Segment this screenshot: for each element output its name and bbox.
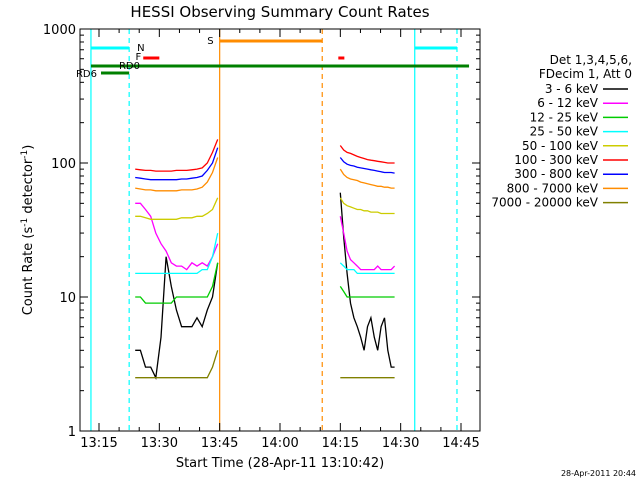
legend-header-1: Det 1,3,4,5,6, [550,53,632,67]
legend-entry-label: 6 - 12 keV [537,96,599,110]
series-line-8-seg1 [135,350,219,379]
y-tick-label: 10 [59,291,76,306]
series-line-3-seg1 [135,232,219,275]
legend-entry-label: 100 - 300 keV [514,153,598,167]
legend-entry-label: 12 - 25 keV [530,110,599,124]
series-line-0-seg2 [339,192,395,368]
x-tick-label: 13:45 [201,436,238,451]
x-axis-label: Start Time (28-Apr-11 13:10:42) [176,456,384,471]
series-line-4-seg2 [339,197,395,215]
x-axis: 13:15 13:30 13:45 14:00 14:15 14:30 14:45 [80,29,480,451]
series-line-7-seg1 [135,157,219,192]
x-tick-label: 14:00 [261,436,298,451]
y-axis: 1 10 100 1000 [43,23,480,440]
footer-date: 28-Apr-2011 20:44 [561,469,636,478]
series-line-2-seg2 [339,286,395,298]
series-line-0-seg1 [135,256,219,380]
series-line-1-seg1 [135,202,219,271]
legend-entry-label: 300 - 800 keV [514,167,598,181]
legend-entry-label: 25 - 50 keV [530,125,599,139]
plot-area [90,29,470,431]
series-line-6-seg1 [135,147,219,181]
marker-label-s: S [207,36,213,47]
x-tick-label: 14:15 [322,436,359,451]
series-line-4-seg1 [135,197,219,220]
y-tick-label: 1000 [43,23,76,38]
marker-label-f: F [135,52,141,63]
x-tick-label: 13:15 [80,436,117,451]
series-line-5-seg2 [339,145,395,164]
legend-entry-label: 7000 - 20000 keV [491,196,598,210]
x-tick-label: 14:30 [382,436,419,451]
marker-label-rd0: RD0 [119,61,140,72]
series-line-6-seg2 [339,157,395,174]
x-tick-label: 14:45 [442,436,479,451]
y-label-sup-2: -1 [20,150,30,159]
legend: Det 1,3,4,5,6, FDecim 1, Att 0 3 - 6 keV… [491,53,632,210]
y-axis-label: Count Rate (s-1 detector-1) [20,145,36,316]
legend-entry-label: 800 - 7000 keV [507,181,599,195]
series-line-3-seg2 [339,262,395,275]
y-tick-label: 100 [51,157,76,172]
series-line-7-seg2 [339,168,395,189]
legend-entry-label: 50 - 100 keV [522,139,599,153]
series-line-1-seg2 [339,216,396,271]
y-tick-label: 1 [68,425,76,440]
legend-entry-label: 3 - 6 keV [545,82,599,96]
x-tick-label: 13:30 [141,436,178,451]
y-label-sup-1: -1 [20,218,30,227]
marker-label-rd6: RD6 [76,69,97,80]
chart-title: HESSI Observing Summary Count Rates [130,3,429,21]
series-line-2-seg1 [135,262,219,304]
marker-label-n: N [137,43,144,54]
legend-header-2: FDecim 1, Att 0 [539,67,632,81]
plot-frame [79,28,481,432]
series-line-5-seg1 [135,139,219,172]
